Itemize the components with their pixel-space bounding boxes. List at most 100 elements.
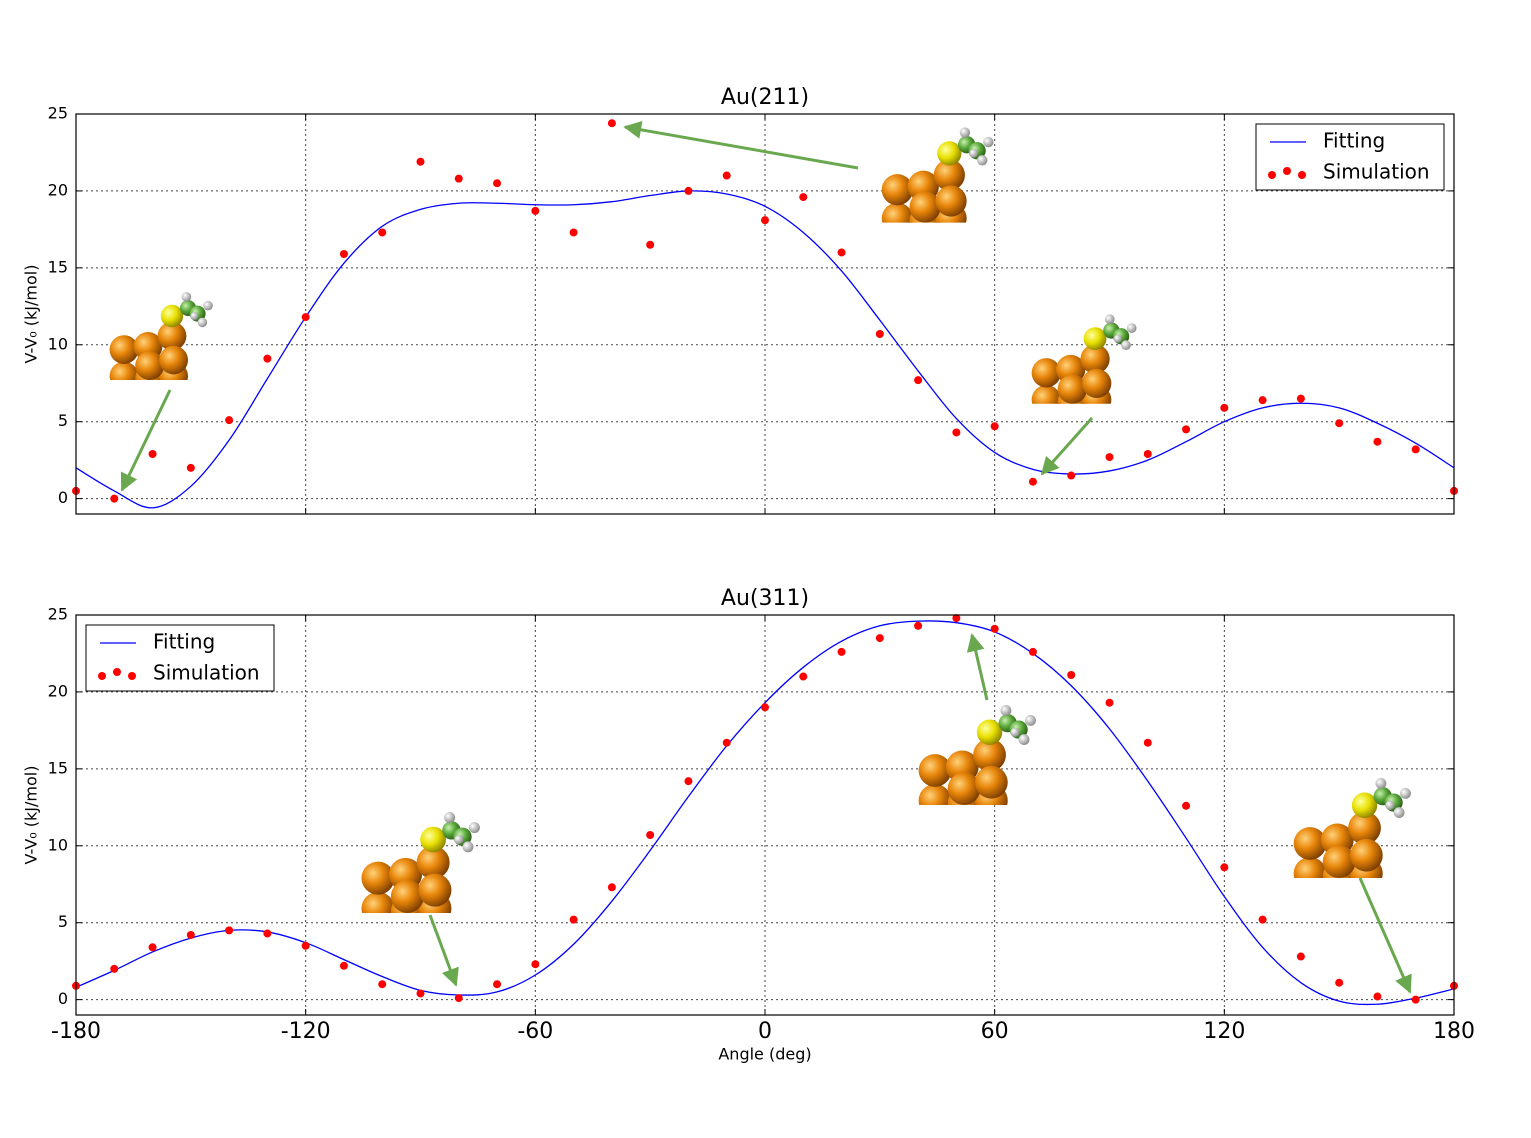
data-point — [761, 703, 769, 712]
data-point — [990, 624, 999, 633]
data-point — [722, 171, 731, 180]
data-point — [646, 831, 655, 839]
data-point — [339, 961, 348, 970]
data-point — [914, 621, 923, 630]
legend-swatch — [1298, 171, 1306, 179]
y-axis-label: V-V₀ (kJ/mol) — [22, 265, 41, 364]
y-axis-label: V-V₀ (kJ/mol) — [22, 766, 41, 865]
x-tick-label: 60 — [981, 1019, 1009, 1044]
data-point — [1143, 450, 1152, 458]
data-point — [1028, 477, 1037, 486]
data-point — [837, 647, 846, 656]
data-point — [646, 240, 655, 249]
data-point — [1220, 863, 1229, 872]
y-tick-label: 25 — [48, 104, 68, 123]
plots: Au(211) V-V₀ (kJ/mol) 0 5 10 15 20 25 Fitting Sim… — [22, 85, 1476, 1064]
arrow — [966, 633, 989, 701]
x-tick-label: -120 — [281, 1019, 331, 1044]
y-tick-label: 15 — [48, 758, 68, 777]
data-point — [1143, 738, 1152, 747]
data-point — [684, 777, 693, 786]
y-tick-label: 0 — [58, 488, 68, 507]
data-point — [569, 228, 578, 237]
arrow — [1358, 877, 1412, 994]
data-point — [569, 915, 578, 924]
x-tick-label: 180 — [1433, 1019, 1475, 1044]
data-point — [186, 931, 195, 939]
data-point — [225, 416, 234, 425]
data-point — [148, 943, 157, 952]
data-point — [837, 248, 846, 257]
legend-label: Simulation — [153, 661, 260, 685]
data-point — [990, 422, 999, 431]
data-point — [263, 354, 272, 363]
y-tick-label: 10 — [48, 835, 68, 854]
legend-swatch — [113, 668, 121, 676]
data-point — [186, 463, 195, 472]
data-point — [531, 206, 540, 215]
arrow — [623, 120, 859, 170]
data-point — [416, 989, 425, 998]
legend-label: Simulation — [1323, 160, 1430, 184]
legend-box — [85, 624, 275, 692]
data-point — [110, 964, 119, 973]
data-point — [1105, 698, 1114, 707]
data-point — [875, 634, 884, 643]
data-point — [1411, 995, 1420, 1004]
legend-swatch — [98, 672, 106, 680]
y-tick-label: 10 — [48, 334, 68, 353]
data-point — [799, 193, 808, 202]
data-point — [1373, 992, 1382, 1001]
data-point — [1182, 425, 1191, 434]
data-point — [531, 960, 540, 969]
chart-title: Au(211) — [721, 85, 809, 110]
data-point — [1296, 952, 1305, 961]
data-point — [914, 376, 923, 385]
data-point — [301, 313, 310, 322]
data-point — [607, 119, 616, 128]
data-point — [684, 186, 693, 195]
data-point — [1067, 671, 1076, 679]
data-point — [1335, 978, 1344, 987]
data-point — [722, 738, 731, 747]
data-point — [110, 494, 119, 503]
data-point — [454, 174, 463, 183]
arrow — [1040, 417, 1094, 476]
arrow — [428, 914, 459, 987]
y-tick-label: 20 — [48, 681, 68, 700]
arrow — [120, 389, 172, 492]
data-point — [1182, 801, 1191, 810]
x-tick-label: 120 — [1203, 1019, 1245, 1044]
data-point — [952, 614, 961, 623]
subplot: Au(211) V-V₀ (kJ/mol) 0 5 10 15 20 25 Fitting Sim… — [22, 85, 1458, 515]
legend: Fitting Simulation — [1255, 123, 1445, 191]
data-point — [1220, 403, 1229, 412]
data-point — [378, 980, 387, 989]
x-tick-label: -180 — [51, 1019, 101, 1044]
data-point — [761, 216, 769, 225]
data-point — [1258, 915, 1267, 924]
data-point — [607, 883, 616, 892]
axes-frame — [75, 614, 1455, 1016]
data-point — [1335, 419, 1344, 428]
data-point — [493, 980, 502, 989]
data-point — [1067, 471, 1076, 480]
y-tick-label: 20 — [48, 180, 68, 199]
legend-swatch — [1283, 167, 1291, 175]
data-point — [339, 250, 348, 258]
y-tick-label: 5 — [58, 411, 68, 430]
y-tick-label: 15 — [48, 257, 68, 276]
legend-box — [1255, 123, 1445, 191]
data-point — [799, 672, 808, 681]
legend-swatch — [128, 672, 136, 680]
chart-title: Au(311) — [721, 586, 809, 611]
y-tick-label: 25 — [48, 605, 68, 624]
y-tick-label: 0 — [58, 989, 68, 1008]
x-tick-label: 0 — [758, 1019, 772, 1044]
x-tick-label: -60 — [517, 1019, 553, 1044]
data-point — [1105, 453, 1114, 462]
data-point — [1373, 437, 1382, 446]
data-point — [1258, 396, 1267, 405]
subplot: Au(311)V-V₀ (kJ/mol)Angle (deg)051015202… — [22, 586, 1476, 1064]
